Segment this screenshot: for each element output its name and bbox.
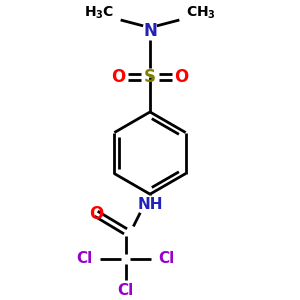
- Text: N: N: [143, 22, 157, 40]
- Text: O: O: [174, 68, 188, 86]
- Text: S: S: [144, 68, 156, 86]
- Text: NH: NH: [137, 197, 163, 212]
- Text: O: O: [112, 68, 126, 86]
- Text: $\mathregular{H_3C}$: $\mathregular{H_3C}$: [84, 5, 114, 21]
- Text: Cl: Cl: [117, 283, 134, 298]
- Text: $\mathregular{CH_3}$: $\mathregular{CH_3}$: [186, 5, 216, 21]
- Text: Cl: Cl: [158, 251, 175, 266]
- Text: Cl: Cl: [76, 251, 93, 266]
- Text: O: O: [89, 205, 103, 223]
